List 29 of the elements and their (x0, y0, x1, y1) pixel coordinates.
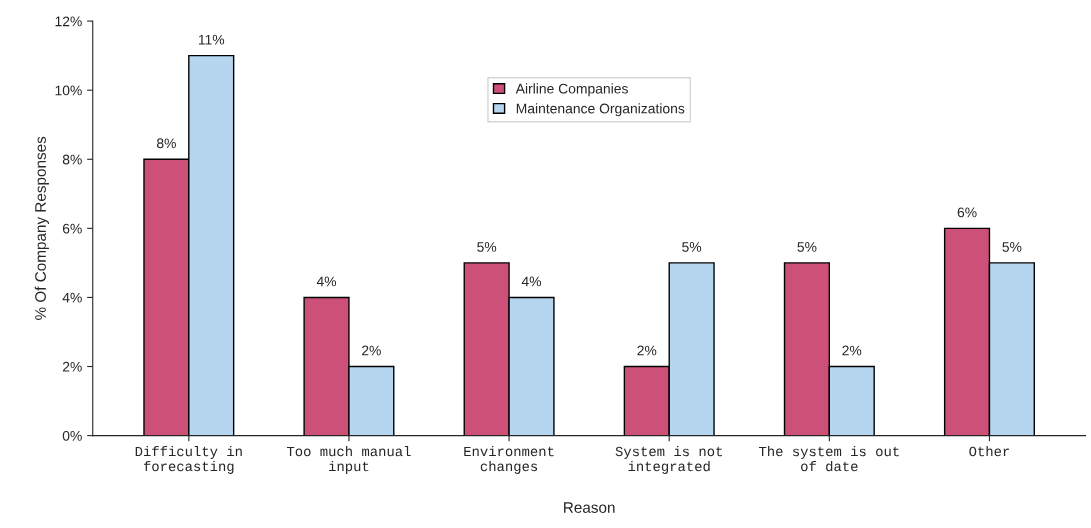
y-tick-label: 8% (62, 154, 82, 165)
data-label: 2% (362, 345, 381, 356)
data-label: 5% (1002, 242, 1022, 252)
y-tick-label: 6% (62, 223, 82, 234)
x-tick-label: The system is out of date (759, 446, 899, 472)
y-tick-label: 10% (55, 85, 82, 96)
data-label: 5% (682, 242, 702, 252)
y-axis-title: % Of Company Responses (34, 136, 49, 320)
y-tick-label: 0% (62, 430, 82, 441)
legend-label: Maintenance Organizations (516, 103, 685, 117)
data-label: 6% (957, 207, 977, 218)
y-tick-label: 2% (62, 361, 82, 372)
x-tick-label: System is not integrated (615, 446, 722, 474)
y-tick-label: 4% (62, 292, 82, 303)
x-tick-label: Other (969, 446, 1010, 457)
data-label: 5% (477, 242, 497, 252)
x-axis-title: Reason (564, 502, 615, 513)
data-label: 2% (842, 345, 862, 356)
legend-label: Airline Companies (515, 83, 628, 97)
data-label: 5% (797, 242, 817, 252)
x-tick-label: Environment changes (464, 446, 554, 474)
y-tick-label: 12% (55, 16, 82, 27)
data-label: 4% (521, 276, 542, 287)
x-tick-label: Too much manual input (286, 446, 411, 474)
data-label: 8% (156, 138, 176, 149)
data-label: 11% (198, 34, 225, 45)
data-label: 2% (637, 345, 657, 356)
data-label: 4% (316, 276, 337, 287)
x-tick-label: Difficulty in forecasting (135, 446, 242, 474)
